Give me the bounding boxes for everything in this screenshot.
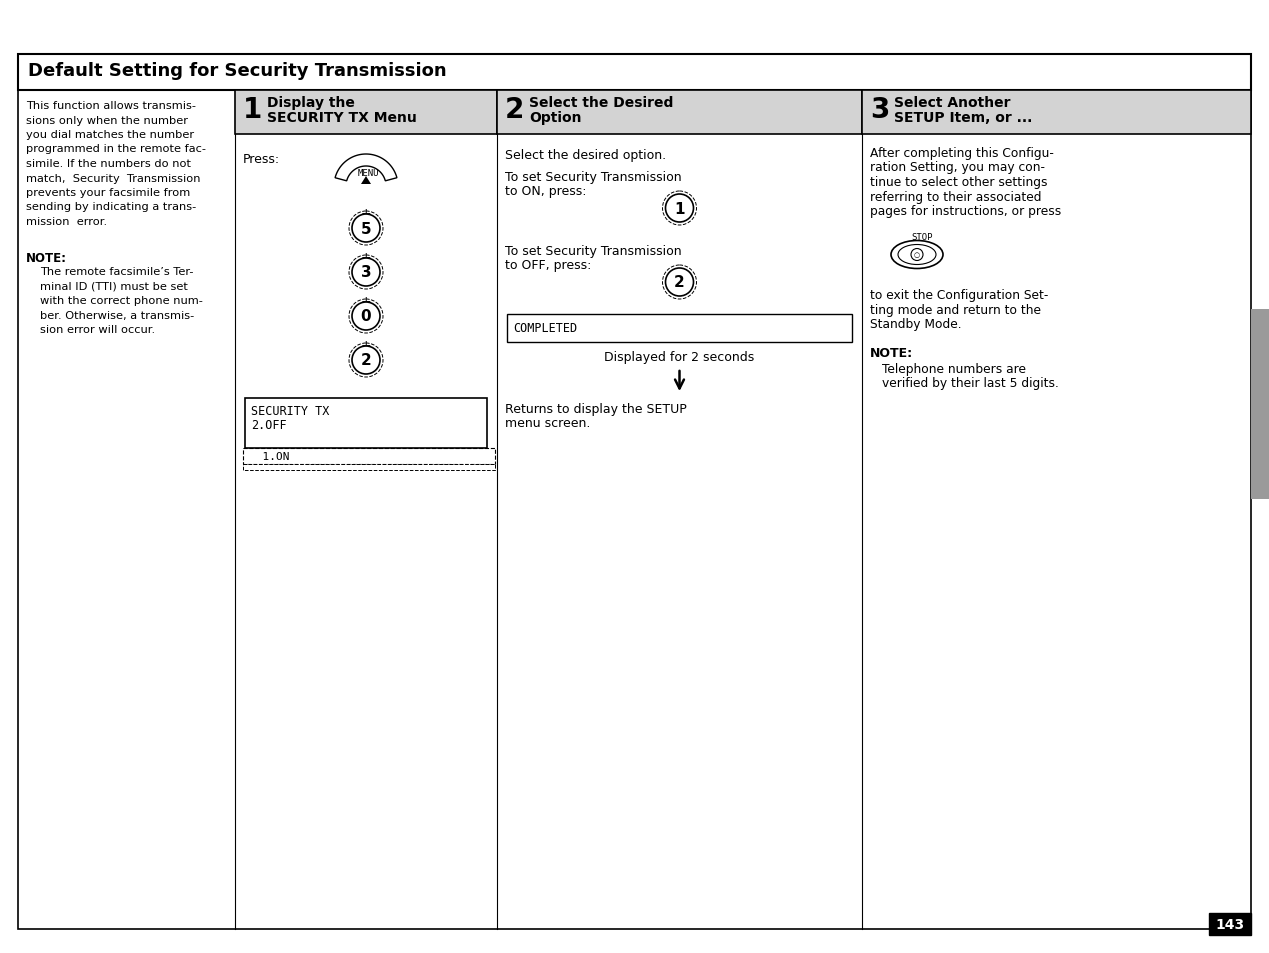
Ellipse shape [898, 245, 937, 265]
Text: match,  Security  Transmission: match, Security Transmission [25, 173, 201, 183]
Text: pages for instructions, or press: pages for instructions, or press [871, 205, 1061, 218]
Text: After completing this Configu-: After completing this Configu- [871, 147, 1053, 160]
Text: Default Setting for Security Transmission: Default Setting for Security Transmissio… [28, 62, 447, 80]
Text: to ON, press:: to ON, press: [505, 185, 586, 198]
Text: The remote facsimile’s Ter-: The remote facsimile’s Ter- [41, 267, 193, 277]
Text: 143: 143 [1216, 917, 1245, 931]
Bar [242, 464, 495, 471]
Text: SETUP Item, or ...: SETUP Item, or ... [893, 111, 1033, 125]
Polygon shape [335, 154, 397, 182]
Text: Select the desired option.: Select the desired option. [505, 149, 666, 162]
Text: NOTE:: NOTE: [871, 347, 914, 359]
Text: 2: 2 [505, 96, 524, 124]
Circle shape [352, 303, 379, 331]
Text: +: + [360, 294, 372, 308]
Text: verified by their last 5 digits.: verified by their last 5 digits. [882, 377, 1058, 390]
Text: simile. If the numbers do not: simile. If the numbers do not [25, 159, 192, 169]
Text: MENU: MENU [358, 169, 379, 178]
Text: 0: 0 [360, 309, 372, 324]
Circle shape [352, 214, 379, 243]
Bar [18, 91, 1251, 929]
Text: with the correct phone num-: with the correct phone num- [41, 296, 203, 306]
Ellipse shape [891, 241, 943, 269]
Text: 1: 1 [674, 201, 685, 216]
Text: To set Security Transmission: To set Security Transmission [505, 171, 681, 184]
Text: 2.OFF: 2.OFF [251, 418, 287, 432]
Text: to exit the Configuration Set-: to exit the Configuration Set- [871, 289, 1048, 302]
Bar [18, 55, 1251, 91]
Text: SECURITY TX: SECURITY TX [251, 405, 330, 417]
Bar [245, 398, 487, 449]
Text: ting mode and return to the: ting mode and return to the [871, 304, 1041, 316]
Text: referring to their associated: referring to their associated [871, 191, 1042, 203]
Text: 5: 5 [360, 221, 372, 236]
Bar [1251, 310, 1269, 499]
Text: Telephone numbers are: Telephone numbers are [882, 363, 1027, 375]
Text: +: + [360, 251, 372, 264]
Text: +: + [360, 338, 372, 352]
Text: sions only when the number: sions only when the number [25, 115, 188, 126]
Bar [235, 91, 497, 135]
Text: Select the Desired: Select the Desired [529, 96, 674, 110]
Text: Displayed for 2 seconds: Displayed for 2 seconds [604, 351, 755, 364]
Bar [508, 314, 851, 343]
Text: Standby Mode.: Standby Mode. [871, 318, 962, 331]
Text: 2: 2 [360, 354, 372, 368]
Text: Returns to display the SETUP: Returns to display the SETUP [505, 402, 687, 416]
Text: +: + [360, 207, 372, 220]
Circle shape [352, 347, 379, 375]
Text: 1: 1 [242, 96, 263, 124]
Text: This function allows transmis-: This function allows transmis- [25, 101, 195, 111]
Circle shape [352, 258, 379, 287]
Text: minal ID (TTI) must be set: minal ID (TTI) must be set [41, 282, 188, 292]
Text: To set Security Transmission: To set Security Transmission [505, 245, 681, 257]
Text: ber. Otherwise, a transmis-: ber. Otherwise, a transmis- [41, 311, 194, 320]
Text: prevents your facsimile from: prevents your facsimile from [25, 188, 190, 198]
Circle shape [665, 194, 693, 223]
Text: SECURITY TX Menu: SECURITY TX Menu [266, 111, 416, 125]
Text: Press:: Press: [242, 152, 280, 166]
Polygon shape [360, 177, 371, 185]
Text: mission  error.: mission error. [25, 216, 107, 227]
Circle shape [911, 250, 923, 261]
Text: sion error will occur.: sion error will occur. [41, 325, 155, 335]
Text: to OFF, press:: to OFF, press: [505, 258, 591, 272]
Text: Option: Option [529, 111, 581, 125]
Text: 3: 3 [360, 265, 372, 280]
Bar [862, 91, 1251, 135]
Text: programmed in the remote fac-: programmed in the remote fac- [25, 144, 206, 154]
Text: Display the: Display the [266, 96, 355, 110]
Text: COMPLETED: COMPLETED [513, 322, 577, 335]
Text: 1.ON: 1.ON [249, 452, 289, 461]
Text: you dial matches the number: you dial matches the number [25, 130, 194, 140]
Text: Select Another: Select Another [893, 96, 1010, 110]
Circle shape [665, 269, 693, 296]
Bar [242, 449, 495, 464]
Text: menu screen.: menu screen. [505, 416, 590, 430]
Text: STOP: STOP [911, 233, 933, 242]
Bar [1209, 913, 1251, 935]
Text: NOTE:: NOTE: [25, 252, 67, 264]
Text: 3: 3 [871, 96, 890, 124]
Bar [497, 91, 862, 135]
Text: tinue to select other settings: tinue to select other settings [871, 175, 1047, 189]
Text: 2: 2 [674, 275, 685, 291]
Text: ration Setting, you may con-: ration Setting, you may con- [871, 161, 1044, 174]
Text: ○: ○ [914, 253, 920, 258]
Text: sending by indicating a trans-: sending by indicating a trans- [25, 202, 197, 213]
